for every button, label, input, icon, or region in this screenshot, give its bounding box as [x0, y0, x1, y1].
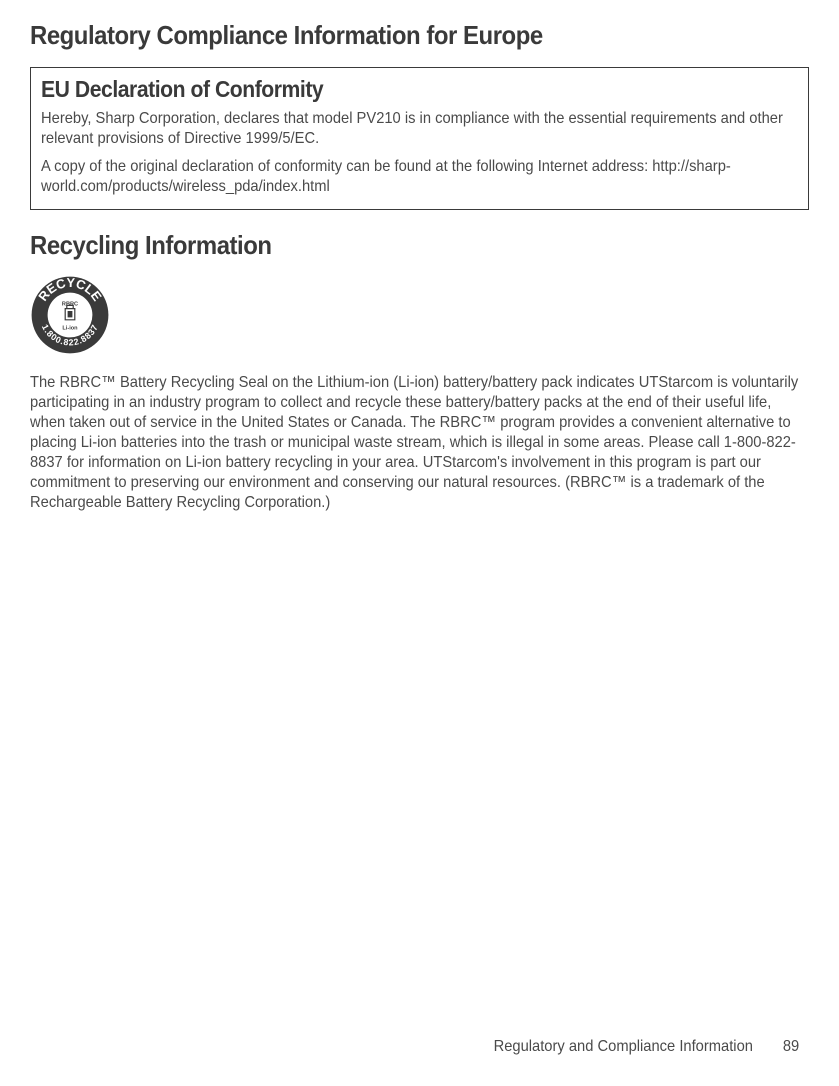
conformity-para-1: Hereby, Sharp Corporation, declares that…: [41, 109, 793, 149]
conformity-para-2: A copy of the original declaration of co…: [41, 157, 793, 197]
conformity-box: EU Declaration of Conformity Hereby, Sha…: [30, 67, 809, 210]
recycling-body: The RBRC™ Battery Recycling Seal on the …: [30, 373, 804, 513]
recycling-heading: Recycling Information: [30, 230, 747, 261]
page-title: Regulatory Compliance Information for Eu…: [30, 20, 747, 51]
conformity-heading: EU Declaration of Conformity: [41, 76, 737, 103]
page-footer: Regulatory and Compliance Information 89: [493, 1038, 799, 1056]
footer-page-number: 89: [783, 1038, 799, 1055]
recycle-seal-icon: RECYCLE 1.800.822.8837 RBRC Li-ion: [30, 275, 110, 355]
seal-center-bottom: Li-ion: [62, 325, 78, 331]
footer-section: Regulatory and Compliance Information: [493, 1038, 752, 1055]
seal-center-top: RBRC: [62, 301, 78, 307]
